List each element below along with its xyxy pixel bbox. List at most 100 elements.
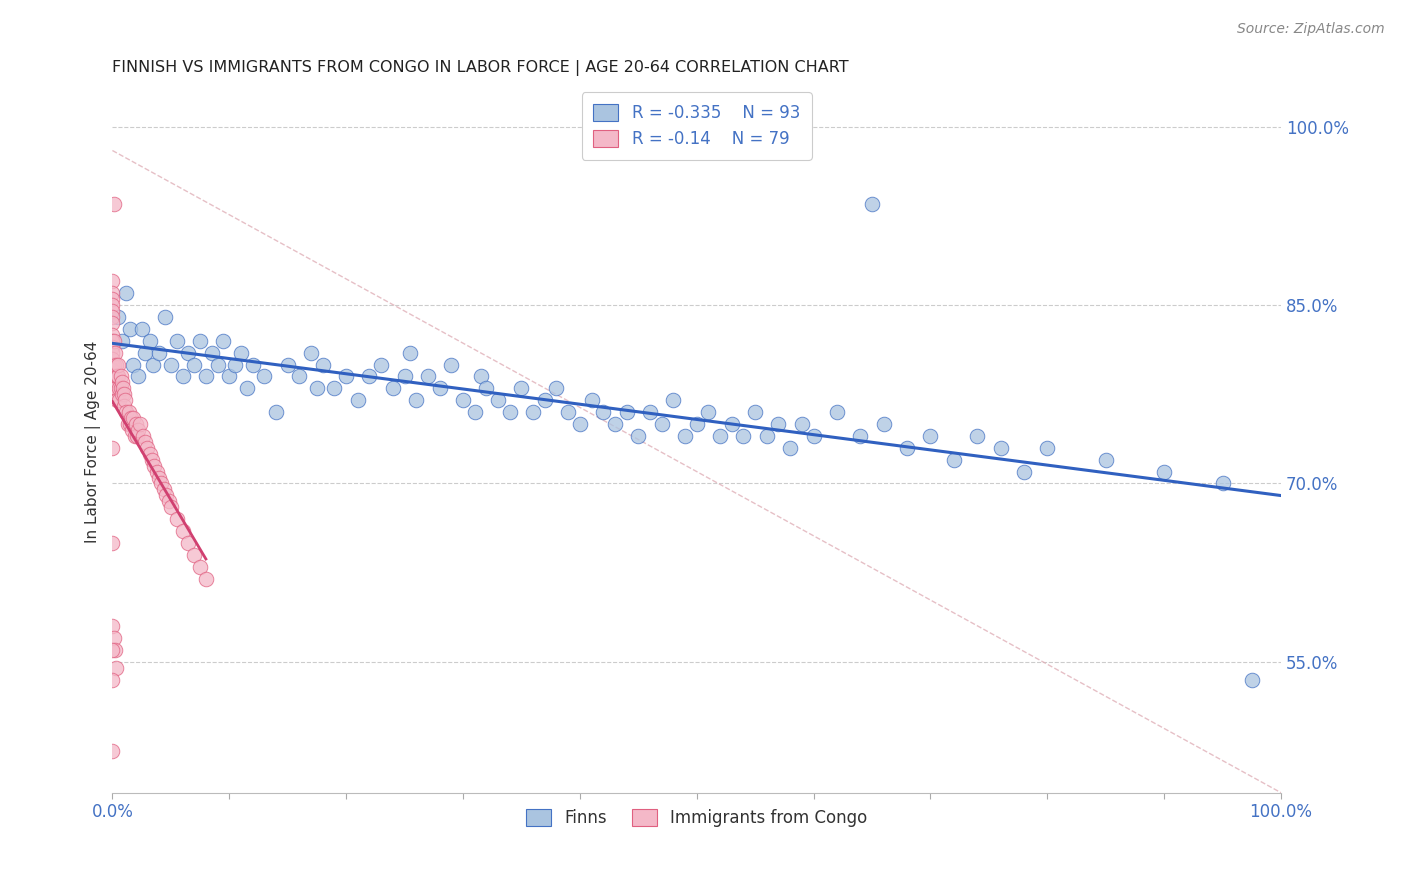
Point xyxy=(101,376,124,390)
Point xyxy=(218,369,240,384)
Point xyxy=(142,358,165,372)
Point xyxy=(101,286,124,301)
Point xyxy=(118,405,141,419)
Point xyxy=(277,358,299,372)
Point xyxy=(139,447,162,461)
Point xyxy=(1212,476,1234,491)
Point xyxy=(188,559,211,574)
Point xyxy=(229,345,252,359)
Point xyxy=(148,470,170,484)
Point xyxy=(166,512,188,526)
Point xyxy=(104,358,127,372)
Text: Source: ZipAtlas.com: Source: ZipAtlas.com xyxy=(1237,22,1385,37)
Point xyxy=(172,369,194,384)
Point xyxy=(122,358,145,372)
Point xyxy=(104,345,127,359)
Point xyxy=(359,369,381,384)
Point xyxy=(825,405,848,419)
Point xyxy=(429,381,451,395)
Point xyxy=(686,417,709,431)
Point xyxy=(108,393,131,408)
Point xyxy=(103,358,125,372)
Point xyxy=(416,369,439,384)
Point xyxy=(141,452,163,467)
Point xyxy=(111,376,134,390)
Point xyxy=(1094,452,1116,467)
Text: FINNISH VS IMMIGRANTS FROM CONGO IN LABOR FORCE | AGE 20-64 CORRELATION CHART: FINNISH VS IMMIGRANTS FROM CONGO IN LABO… xyxy=(112,60,849,76)
Point xyxy=(107,310,129,324)
Point xyxy=(134,345,156,359)
Point xyxy=(101,744,124,758)
Point xyxy=(522,405,544,419)
Point xyxy=(581,393,603,408)
Point xyxy=(177,345,200,359)
Point xyxy=(486,393,509,408)
Point xyxy=(134,434,156,449)
Point xyxy=(323,381,346,395)
Point xyxy=(101,298,124,312)
Point xyxy=(101,363,124,377)
Point xyxy=(101,619,124,633)
Point xyxy=(212,334,235,348)
Point xyxy=(110,381,132,395)
Point xyxy=(790,417,813,431)
Point xyxy=(105,369,128,384)
Point xyxy=(103,631,125,645)
Point xyxy=(381,381,404,395)
Point xyxy=(475,381,498,395)
Point xyxy=(166,334,188,348)
Point xyxy=(603,417,626,431)
Point xyxy=(966,429,988,443)
Point xyxy=(112,387,135,401)
Point xyxy=(194,572,217,586)
Point xyxy=(627,429,650,443)
Point xyxy=(464,405,486,419)
Point xyxy=(153,483,176,497)
Point xyxy=(183,548,205,562)
Point xyxy=(103,334,125,348)
Point xyxy=(920,429,942,443)
Point xyxy=(720,417,742,431)
Point xyxy=(312,358,335,372)
Point xyxy=(111,387,134,401)
Point xyxy=(139,334,162,348)
Point xyxy=(127,423,149,437)
Point xyxy=(768,417,790,431)
Point xyxy=(104,661,127,675)
Point xyxy=(188,334,211,348)
Point xyxy=(470,369,492,384)
Point xyxy=(104,643,127,657)
Point xyxy=(150,476,173,491)
Point xyxy=(510,381,533,395)
Point xyxy=(101,643,124,657)
Point xyxy=(172,524,194,538)
Point xyxy=(124,429,146,443)
Point xyxy=(143,458,166,473)
Point xyxy=(101,340,124,354)
Point xyxy=(101,345,124,359)
Point xyxy=(1153,465,1175,479)
Point xyxy=(242,358,264,372)
Y-axis label: In Labor Force | Age 20-64: In Labor Force | Age 20-64 xyxy=(86,341,101,543)
Point xyxy=(129,417,152,431)
Point xyxy=(849,429,872,443)
Point xyxy=(101,673,124,687)
Point xyxy=(103,197,125,211)
Point xyxy=(207,358,229,372)
Point xyxy=(118,322,141,336)
Point xyxy=(101,441,124,455)
Point xyxy=(224,358,246,372)
Point xyxy=(733,429,755,443)
Point xyxy=(131,322,153,336)
Point xyxy=(451,393,474,408)
Point xyxy=(112,399,135,413)
Point xyxy=(651,417,673,431)
Point xyxy=(101,334,124,348)
Point xyxy=(127,369,149,384)
Point xyxy=(111,334,134,348)
Point xyxy=(157,494,180,508)
Point xyxy=(121,423,143,437)
Point xyxy=(148,345,170,359)
Point xyxy=(155,488,177,502)
Point xyxy=(101,351,124,366)
